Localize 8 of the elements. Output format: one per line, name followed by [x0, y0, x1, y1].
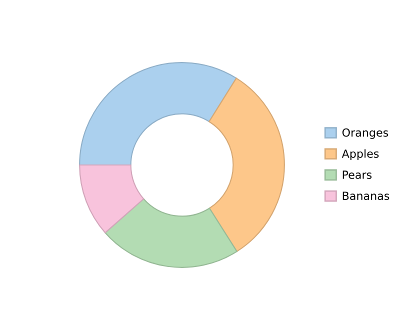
donut-slice: [104, 198, 238, 268]
donut-slice: [79, 62, 237, 166]
legend-label: Oranges: [342, 128, 388, 139]
legend-label: Bananas: [342, 192, 390, 200]
donut-slice: [79, 164, 144, 234]
legend-label: Apples: [342, 149, 379, 160]
donut-slice: [208, 78, 285, 252]
legend-label: Pears: [342, 170, 372, 179]
